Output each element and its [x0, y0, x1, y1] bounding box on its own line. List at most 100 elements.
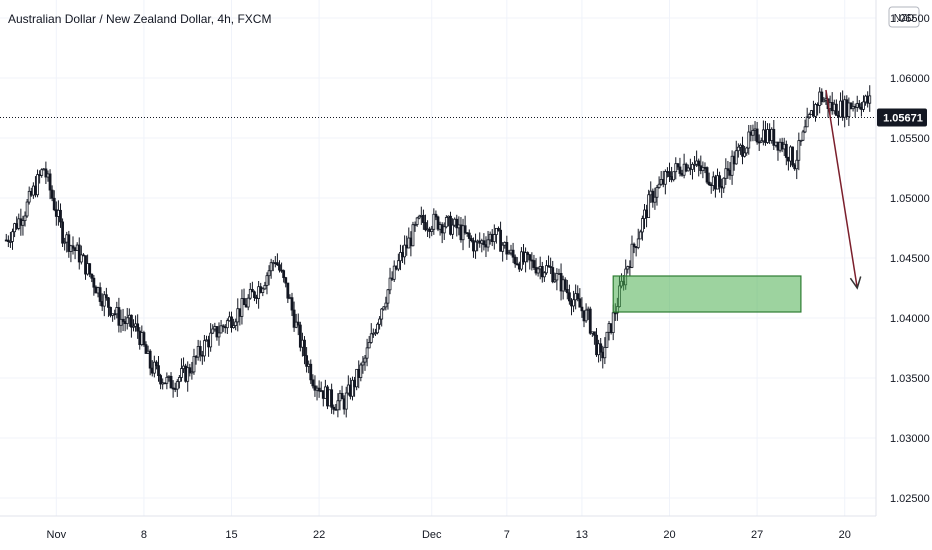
candle[interactable]: [340, 385, 344, 400]
candle[interactable]: [474, 233, 477, 259]
candle[interactable]: [807, 112, 811, 119]
candle[interactable]: [50, 185, 54, 202]
candle[interactable]: [705, 166, 709, 185]
candle[interactable]: [6, 235, 10, 248]
candle[interactable]: [801, 129, 805, 142]
candle[interactable]: [536, 266, 540, 277]
candle[interactable]: [444, 215, 448, 229]
candle[interactable]: [641, 215, 644, 241]
candle[interactable]: [455, 214, 459, 237]
time-axis-panel[interactable]: [0, 516, 932, 550]
candle[interactable]: [684, 162, 688, 173]
candle[interactable]: [159, 373, 163, 390]
candle[interactable]: [857, 100, 861, 110]
drawings[interactable]: [0, 89, 876, 313]
candle[interactable]: [152, 355, 156, 378]
candle[interactable]: [497, 226, 500, 232]
candle[interactable]: [451, 218, 455, 239]
candle[interactable]: [309, 359, 313, 384]
candle[interactable]: [69, 244, 73, 263]
candle[interactable]: [584, 303, 588, 323]
candle[interactable]: [432, 208, 436, 235]
candle[interactable]: [355, 368, 359, 391]
candle[interactable]: [188, 363, 192, 377]
candle[interactable]: [257, 281, 261, 309]
candle[interactable]: [636, 228, 640, 250]
candle[interactable]: [275, 253, 279, 266]
candle[interactable]: [524, 247, 527, 273]
candle[interactable]: [296, 313, 300, 336]
candle[interactable]: [572, 290, 575, 313]
candle[interactable]: [653, 187, 657, 210]
candle[interactable]: [253, 290, 256, 302]
candle[interactable]: [267, 265, 271, 286]
candle[interactable]: [403, 235, 407, 265]
candle[interactable]: [175, 379, 179, 397]
candle[interactable]: [791, 146, 794, 168]
candle[interactable]: [565, 279, 569, 300]
candle[interactable]: [822, 97, 826, 103]
candle[interactable]: [59, 203, 62, 228]
candle[interactable]: [797, 132, 801, 171]
candle[interactable]: [396, 253, 400, 272]
candle[interactable]: [655, 184, 659, 206]
candle[interactable]: [248, 282, 252, 300]
candle[interactable]: [674, 157, 678, 180]
candle[interactable]: [90, 273, 94, 283]
candle[interactable]: [186, 361, 190, 392]
candle[interactable]: [563, 277, 567, 292]
candle[interactable]: [192, 348, 196, 375]
candle[interactable]: [25, 199, 29, 218]
candle[interactable]: [651, 188, 655, 208]
candle[interactable]: [442, 222, 446, 240]
candle[interactable]: [180, 358, 183, 382]
candle[interactable]: [668, 162, 671, 182]
candle[interactable]: [117, 297, 121, 333]
candle[interactable]: [736, 143, 740, 158]
candle[interactable]: [359, 362, 363, 382]
candle[interactable]: [511, 242, 515, 264]
candle[interactable]: [603, 337, 607, 365]
candle[interactable]: [363, 354, 367, 371]
candle[interactable]: [305, 347, 309, 373]
candle[interactable]: [125, 307, 129, 330]
candle[interactable]: [303, 336, 306, 365]
candle[interactable]: [202, 334, 206, 362]
candle[interactable]: [415, 216, 419, 227]
currency-badge[interactable]: [888, 6, 920, 28]
candle[interactable]: [676, 162, 680, 170]
candle[interactable]: [344, 386, 348, 418]
candle[interactable]: [361, 356, 365, 374]
projection-arrow[interactable]: [825, 89, 858, 289]
candle[interactable]: [411, 221, 415, 247]
candle[interactable]: [102, 291, 106, 317]
candle[interactable]: [211, 324, 215, 335]
candle[interactable]: [467, 229, 471, 248]
candle[interactable]: [693, 156, 696, 173]
candle[interactable]: [820, 88, 824, 105]
candle[interactable]: [378, 316, 382, 330]
candle[interactable]: [647, 189, 651, 218]
candle[interactable]: [745, 146, 749, 156]
candle[interactable]: [265, 272, 269, 295]
candle[interactable]: [330, 383, 334, 414]
candle[interactable]: [242, 288, 246, 306]
candle[interactable]: [365, 338, 369, 367]
candle[interactable]: [784, 140, 788, 166]
candle[interactable]: [741, 136, 744, 165]
candle[interactable]: [834, 99, 838, 116]
candle[interactable]: [772, 120, 776, 150]
candle[interactable]: [638, 229, 642, 240]
candle[interactable]: [545, 260, 548, 275]
candle[interactable]: [430, 225, 434, 237]
candle[interactable]: [11, 228, 14, 250]
candle[interactable]: [528, 254, 532, 270]
candle[interactable]: [263, 281, 267, 290]
candle[interactable]: [555, 268, 559, 291]
candle[interactable]: [336, 393, 340, 418]
candle[interactable]: [734, 140, 738, 165]
candle[interactable]: [482, 233, 486, 251]
candle[interactable]: [36, 169, 39, 198]
candle[interactable]: [332, 404, 336, 415]
candle[interactable]: [177, 375, 181, 389]
